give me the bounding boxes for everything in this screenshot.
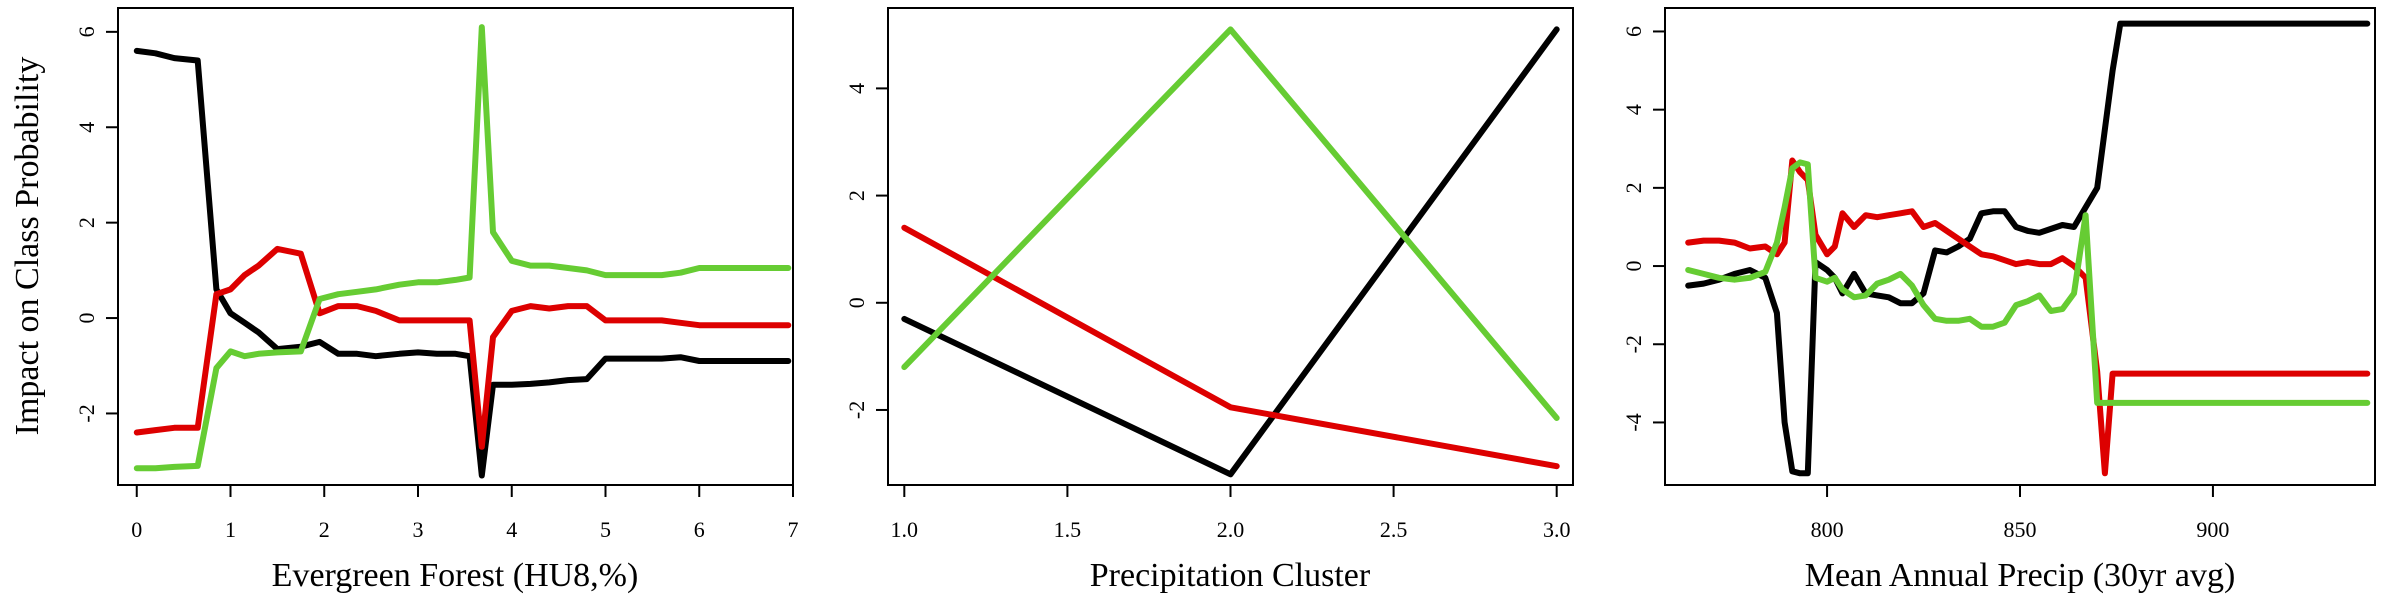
y-tick-label: -2 <box>844 401 869 419</box>
y-tick-label: 6 <box>74 26 99 37</box>
panel-mean-annual-precip: Mean Annual Precip (30yr avg) 800 850 900 -… <box>1621 7 2376 594</box>
x-tick-label: 1 <box>225 517 236 542</box>
series-line-green <box>1685 159 2371 406</box>
series-line-red <box>901 224 1560 470</box>
x-tick-label: 2 <box>319 517 330 542</box>
x-tick-label: 900 <box>2196 517 2229 542</box>
plot-frame <box>1664 7 2376 486</box>
series-line-black <box>901 26 1560 478</box>
plot-frame <box>887 7 1574 486</box>
y-tick-label: 4 <box>844 83 869 94</box>
y-tick-label: 2 <box>844 190 869 201</box>
y-tick-label: 6 <box>1621 26 1646 37</box>
x-axis-label: Precipitation Cluster <box>1090 557 1371 594</box>
x-tick-label: 850 <box>2004 517 2037 542</box>
y-tick-label: 0 <box>1621 261 1646 272</box>
x-tick-label: 7 <box>788 517 799 542</box>
series-line-black <box>133 47 792 479</box>
y-tick-label: 0 <box>844 297 869 308</box>
series-line-red <box>133 245 792 450</box>
plot-frame <box>117 7 794 486</box>
y-tick-label: 2 <box>1621 182 1646 193</box>
y-tick-label: -2 <box>74 404 99 422</box>
series-line-red <box>1685 157 2371 477</box>
x-tick-label: 6 <box>694 517 705 542</box>
y-tick-label: -4 <box>1621 413 1646 431</box>
panel-evergreen-forest: Evergreen Forest (HU8,%) Impact on Class… <box>9 7 799 594</box>
x-tick-label: 2.0 <box>1217 517 1245 542</box>
panel-precipitation-cluster: Precipitation Cluster 1.0 1.5 2.0 2.5 3.0 -2 0… <box>844 7 1574 594</box>
series-line-green <box>133 24 792 472</box>
x-tick-label: 2.5 <box>1380 517 1408 542</box>
x-tick-label: 0 <box>131 517 142 542</box>
y-tick-label: 0 <box>74 313 99 324</box>
x-tick-label: 1.5 <box>1054 517 1082 542</box>
x-tick-label: 1.0 <box>891 517 919 542</box>
x-tick-label: 4 <box>506 517 517 542</box>
y-tick-label: -2 <box>1621 335 1646 353</box>
series-line-black <box>1685 20 2371 477</box>
x-tick-label: 800 <box>1811 517 1844 542</box>
x-tick-label: 3.0 <box>1543 517 1571 542</box>
y-tick-label: 2 <box>74 217 99 228</box>
series-line-green <box>901 26 1560 421</box>
y-axis-label: Impact on Class Probability <box>9 57 46 436</box>
x-tick-label: 5 <box>600 517 611 542</box>
y-tick-label: 4 <box>1621 104 1646 115</box>
x-axis-label: Evergreen Forest (HU8,%) <box>272 557 639 594</box>
x-axis-label: Mean Annual Precip (30yr avg) <box>1805 557 2236 594</box>
x-tick-label: 3 <box>413 517 424 542</box>
y-tick-label: 4 <box>74 122 99 133</box>
